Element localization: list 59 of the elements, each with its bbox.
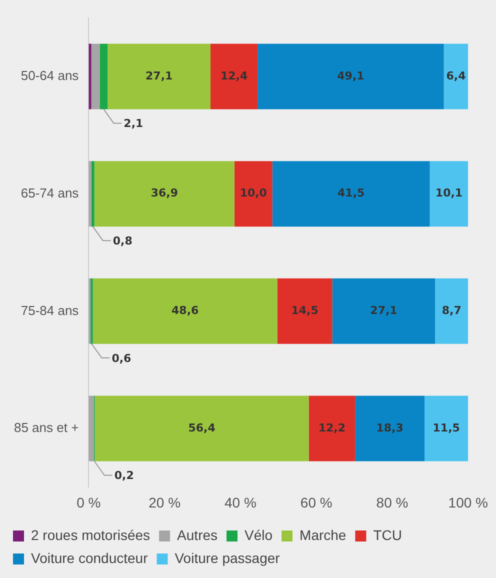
x-tick-label: 40 %	[224, 494, 256, 510]
bar	[430, 161, 468, 227]
data-label: 14,5	[291, 304, 318, 318]
bar	[94, 161, 234, 227]
data-label: 2,1	[124, 117, 144, 130]
data-label: 8,7	[442, 304, 462, 318]
x-tick-label: 100 %	[448, 494, 488, 510]
x-tick-label: 80 %	[376, 494, 408, 510]
legend-label: Voiture passager	[174, 550, 280, 566]
bar	[435, 278, 468, 344]
legend-label: Autres	[177, 526, 218, 543]
bar	[91, 44, 100, 110]
bar	[444, 44, 468, 110]
bar	[424, 396, 468, 462]
y-tick-label: 65-74 ans	[20, 185, 80, 200]
data-label: 48,6	[172, 304, 199, 318]
bar	[308, 396, 356, 462]
legend-label: Marche	[300, 526, 346, 543]
legend-label: TCU	[373, 526, 402, 543]
x-tick-label: 20 %	[148, 494, 181, 510]
data-label: 0,8	[112, 234, 132, 248]
bar	[234, 161, 272, 227]
data-label: 0,6	[112, 352, 132, 365]
y-tick-label: 50-64 ans	[20, 68, 80, 84]
bar	[210, 44, 258, 110]
x-tick-label: 0 %	[76, 494, 101, 510]
data-label: 12,2	[318, 421, 346, 434]
legend-label: Voiture conducteur	[31, 550, 148, 566]
data-label: 27,1	[370, 304, 398, 318]
data-label: 0,2	[114, 469, 134, 482]
bar	[94, 396, 309, 462]
bar	[92, 278, 278, 344]
data-label: 10,0	[240, 186, 268, 200]
data-label: 12,4	[220, 69, 248, 82]
legend-label: 2 roues motorisées	[31, 526, 150, 543]
data-label: 41,5	[338, 186, 365, 200]
bar	[332, 278, 436, 344]
bar	[91, 161, 94, 227]
data-label: 10,1	[435, 186, 463, 200]
bar	[272, 161, 430, 227]
bar	[100, 44, 108, 110]
y-tick-label: 75-84 ans	[20, 302, 80, 318]
data-label: 18,3	[376, 421, 404, 434]
y-tick-label: 85 ans et +	[14, 420, 79, 436]
bar	[108, 44, 210, 110]
data-label: 56,4	[188, 421, 216, 434]
legend-label: Vélo	[244, 526, 273, 543]
bar	[88, 396, 94, 462]
bar	[258, 44, 444, 110]
bar	[88, 161, 92, 227]
bar	[88, 44, 92, 110]
data-label: 6,4	[446, 69, 466, 82]
data-label: 36,9	[150, 186, 178, 200]
x-tick-label: 60 %	[300, 494, 332, 510]
data-label: 27,1	[146, 69, 173, 82]
bar	[355, 396, 425, 462]
bar	[277, 278, 332, 344]
data-label: 11,5	[432, 421, 460, 434]
data-label: 49,1	[337, 69, 364, 82]
